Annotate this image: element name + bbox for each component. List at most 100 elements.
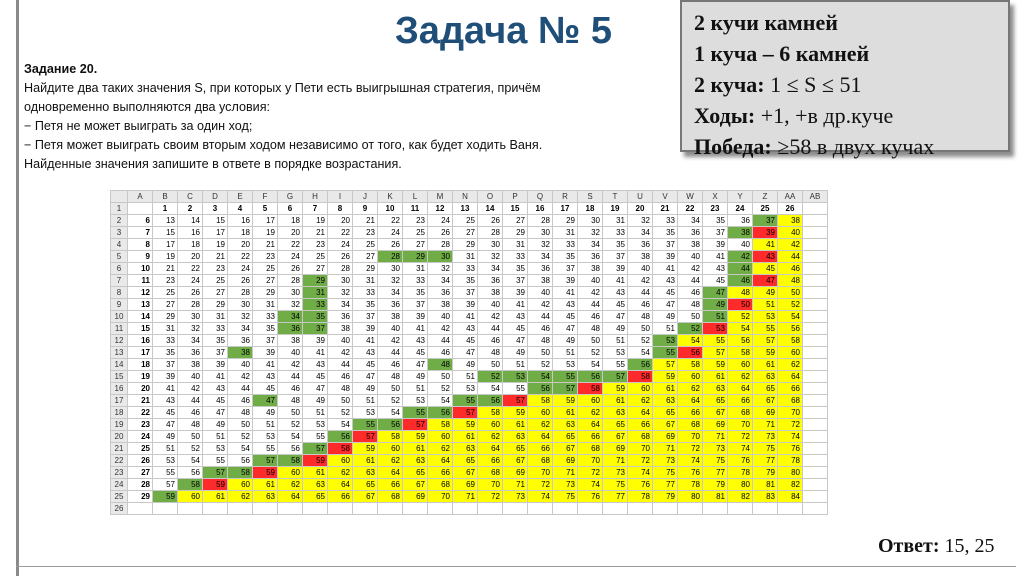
sheet-cell: 56 [527, 382, 553, 395]
row-number: 22 [110, 454, 128, 467]
sheet-cell: 53 [652, 334, 678, 347]
sheet-cell: 51 [152, 442, 178, 455]
sheet-cell: 57 [152, 478, 178, 491]
row-number: 20 [110, 430, 128, 443]
sheet-cell: 64 [677, 394, 703, 407]
sheet-cell: 52 [577, 346, 603, 359]
sheet-cell: 35 [202, 334, 228, 347]
sheet-cell: 52 [177, 442, 203, 455]
sheet-cell [802, 202, 828, 215]
s-value-cell: 23 [127, 418, 153, 431]
sheet-cell: 42 [727, 250, 753, 263]
sheet-cell: 42 [627, 274, 653, 287]
column-letter: AB [802, 190, 828, 203]
sheet-cell: 22 [177, 262, 203, 275]
sheet-cell: 64 [277, 490, 303, 503]
sheet-cell: 37 [752, 214, 778, 227]
s-value-cell: 6 [127, 214, 153, 227]
sheet-cell: 26 [227, 274, 253, 287]
sheet-cell: 58 [777, 334, 803, 347]
sheet-cell: 64 [327, 478, 353, 491]
sheet-cell: 37 [502, 274, 528, 287]
sheet-cell: 52 [477, 370, 503, 383]
sheet-cell: 49 [302, 394, 328, 407]
column-letter: S [577, 190, 603, 203]
sheet-cell: 65 [752, 382, 778, 395]
table-row: 2 6 13 14 15 16 17 18 19 20 21 22 23 24 25 26 27 28 29 30 31… [110, 214, 828, 227]
sheet-cell: 23 [302, 238, 328, 251]
sheet-cell: 63 [452, 442, 478, 455]
header-cell: 25 [752, 202, 778, 215]
sheet-cell: 27 [152, 298, 178, 311]
sheet-cell: 68 [427, 478, 453, 491]
table-row: 6 10 21 22 23 24 25 26 27 28 29 30 31 32 33 34 35 36 37 38 3… [110, 262, 828, 275]
sheet-cell: 40 [777, 226, 803, 239]
sheet-cell: 56 [427, 406, 453, 419]
sheet-cell: 32 [327, 286, 353, 299]
table-row: 13 17 35 36 37 38 39 40 41 42 43 44 45 46 47 48 49 50 51 52… [110, 346, 828, 359]
sheet-cell [752, 502, 778, 515]
table-row: 9 13 27 28 29 30 31 32 33 34 35 36 37 38 39 40 41 42 43 44 4… [110, 298, 828, 311]
sheet-cell: 32 [377, 274, 403, 287]
sheet-cell: 35 [352, 298, 378, 311]
sheet-cell: 26 [427, 226, 453, 239]
sheet-cell: 68 [627, 430, 653, 443]
sheet-cell: 72 [627, 454, 653, 467]
header-cell: 19 [602, 202, 628, 215]
sheet-cell: 23 [252, 250, 278, 263]
sheet-cell: 67 [352, 490, 378, 503]
sheet-cell: 28 [377, 250, 403, 263]
sheet-cell: 67 [752, 394, 778, 407]
sheet-cell: 25 [352, 238, 378, 251]
row-number: 24 [110, 478, 128, 491]
sheet-cell: 67 [402, 478, 428, 491]
sheet-cell [802, 466, 828, 479]
sheet-cell: 76 [777, 442, 803, 455]
column-header-row: A B C D E F G H I J K L M N O P Q R S T U V W X Y Z AA AB [110, 190, 828, 203]
sheet-cell: 37 [452, 286, 478, 299]
sheet-cell: 70 [577, 454, 603, 467]
sheet-cell: 47 [702, 286, 728, 299]
sheet-cell: 32 [527, 238, 553, 251]
sheet-cell: 36 [627, 238, 653, 251]
sheet-cell: 34 [177, 334, 203, 347]
table-row: 15 19 39 40 41 42 43 44 45 46 47 48 49 50 51 52 53 54 55 56… [110, 370, 828, 383]
sheet-cell: 61 [502, 418, 528, 431]
sheet-cell: 66 [677, 406, 703, 419]
sheet-cell: 55 [452, 394, 478, 407]
sheet-cell: 23 [352, 226, 378, 239]
sheet-cell: 77 [652, 478, 678, 491]
sheet-cell: 45 [252, 382, 278, 395]
sheet-cell: 67 [702, 406, 728, 419]
sheet-cell: 45 [302, 370, 328, 383]
sheet-cell: 55 [402, 406, 428, 419]
sheet-cell: 30 [377, 262, 403, 275]
sheet-cell: 46 [727, 274, 753, 287]
sheet-cell: 46 [577, 310, 603, 323]
sheet-cell: 46 [377, 358, 403, 371]
sheet-cell [802, 382, 828, 395]
sheet-cell: 41 [602, 274, 628, 287]
sheet-cell: 40 [477, 298, 503, 311]
sheet-cell: 38 [677, 238, 703, 251]
sheet-cell: 55 [352, 418, 378, 431]
header-cell: 6 [277, 202, 303, 215]
sheet-cell: 51 [752, 298, 778, 311]
sheet-cell: 45 [452, 334, 478, 347]
sheet-cell: 74 [727, 442, 753, 455]
sheet-cell: 19 [202, 238, 228, 251]
sheet-cell: 48 [427, 358, 453, 371]
sheet-cell: 40 [177, 370, 203, 383]
task-line: − Петя может выиграть своим вторым ходом… [24, 138, 543, 152]
sheet-cell: 44 [677, 274, 703, 287]
sheet-cell: 56 [227, 454, 253, 467]
sheet-cell: 18 [277, 214, 303, 227]
sheet-cell: 24 [177, 274, 203, 287]
sheet-cell: 44 [427, 334, 453, 347]
sheet-cell [602, 502, 628, 515]
sheet-cell: 18 [177, 238, 203, 251]
table-row: 7 11 23 24 25 26 27 28 29 30 31 32 33 34 35 36 37 38 39 40 4… [110, 274, 828, 287]
sheet-cell: 46 [427, 346, 453, 359]
sheet-cell: 47 [252, 394, 278, 407]
sheet-cell: 41 [202, 370, 228, 383]
